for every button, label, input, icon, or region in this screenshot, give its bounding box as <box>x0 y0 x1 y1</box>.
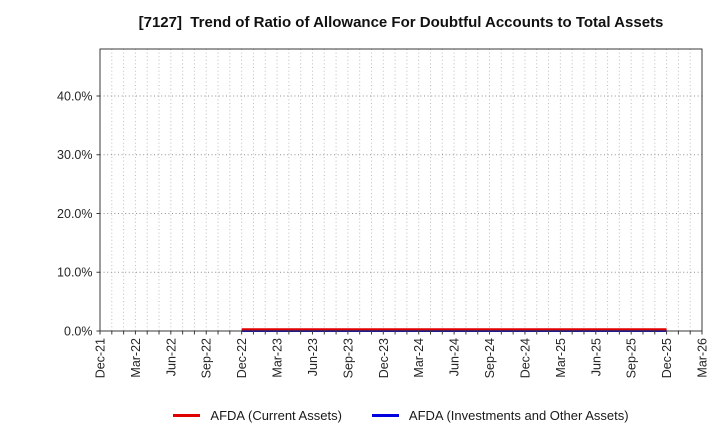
legend-line-swatch-red <box>173 413 201 417</box>
x-tick-labels: Dec-21 Mar-22 Jun-22 Sep-22 Dec-22 Mar-23 Jun-… <box>94 338 710 378</box>
legend-entry-current-assets: AFDA (Current Assets) <box>173 407 342 423</box>
svg-text:Mar-26: Mar-26 <box>696 338 710 378</box>
svg-text:Mar-25: Mar-25 <box>554 338 568 378</box>
svg-text:40.0%: 40.0% <box>57 89 92 103</box>
horizontal-gridlines <box>100 95 702 273</box>
legend: AFDA (Current Assets) AFDA (Investments … <box>100 404 702 426</box>
y-tick-labels: 0.0% 10.0% 20.0% 30.0% 40.0% <box>57 89 92 338</box>
svg-text:Sep-24: Sep-24 <box>483 338 497 378</box>
svg-text:0.0%: 0.0% <box>64 324 93 338</box>
svg-text:Dec-23: Dec-23 <box>377 338 391 378</box>
vertical-gridlines <box>99 49 703 331</box>
svg-text:Jun-22: Jun-22 <box>164 338 178 376</box>
svg-text:Dec-24: Dec-24 <box>518 338 532 378</box>
svg-text:Mar-23: Mar-23 <box>271 338 285 378</box>
svg-text:10.0%: 10.0% <box>57 266 92 280</box>
svg-text:Mar-22: Mar-22 <box>129 338 143 378</box>
svg-text:Dec-21: Dec-21 <box>94 338 108 378</box>
x-tick-marks <box>99 331 703 335</box>
svg-text:Jun-23: Jun-23 <box>306 338 320 376</box>
y-tick-marks <box>96 95 100 332</box>
legend-label-current-assets: AFDA (Current Assets) <box>210 407 342 423</box>
svg-text:Jun-25: Jun-25 <box>589 338 603 376</box>
svg-text:Sep-25: Sep-25 <box>625 338 639 378</box>
legend-entry-investments-assets: AFDA (Investments and Other Assets) <box>371 407 629 423</box>
legend-label-investments-assets: AFDA (Investments and Other Assets) <box>408 407 629 423</box>
svg-text:Mar-24: Mar-24 <box>412 338 426 378</box>
svg-text:Sep-23: Sep-23 <box>341 338 355 378</box>
svg-text:20.0%: 20.0% <box>57 207 92 221</box>
svg-text:Sep-22: Sep-22 <box>200 338 214 378</box>
svg-text:Dec-25: Dec-25 <box>660 338 674 378</box>
svg-text:Jun-24: Jun-24 <box>448 338 462 376</box>
svg-text:30.0%: 30.0% <box>57 148 92 162</box>
svg-text:Dec-22: Dec-22 <box>235 338 249 378</box>
legend-line-swatch-blue <box>371 413 399 417</box>
chart-title: [7127] Trend of Ratio of Allowance For D… <box>138 14 664 31</box>
plot-border <box>99 48 703 332</box>
